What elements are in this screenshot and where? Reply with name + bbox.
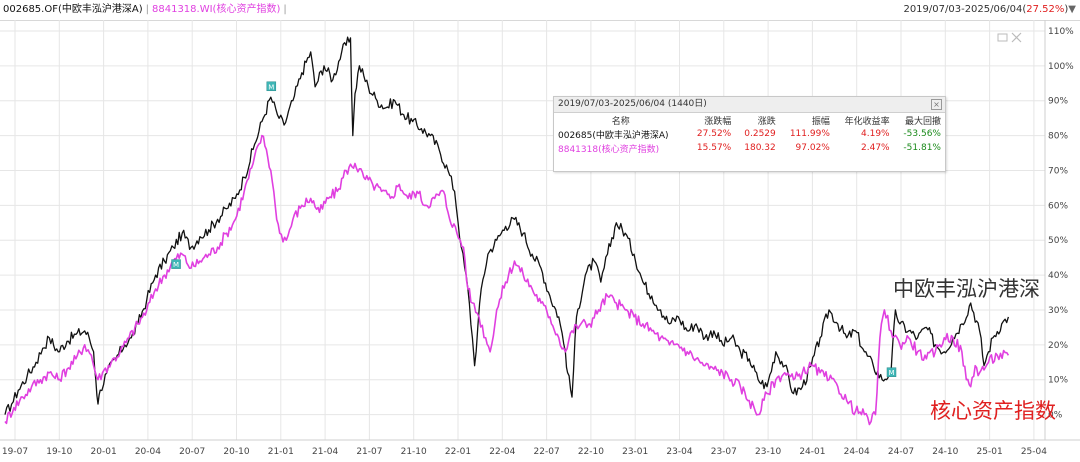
x-tick-label: 23-04 — [666, 447, 692, 457]
marker-badge-box — [266, 81, 277, 92]
line-chart[interactable]: 0% 10% 20% 30% 40% 50% 60% 70% 80% 90% 100% 110% 19… — [0, 20, 1080, 462]
col-change-pct: 涨跌幅 — [704, 116, 732, 127]
marker-badge-label: M — [888, 369, 894, 377]
row-annual-return: 2.47% — [861, 143, 890, 153]
y-axis: 0% 10% 20% 30% 40% 50% 60% 70% 80% 90% 100% 110% — [1044, 20, 1074, 440]
close-icon[interactable] — [1011, 32, 1022, 43]
y-tick-label: 10% — [1048, 376, 1068, 386]
row-max-drawdown: -51.81% — [903, 143, 941, 153]
x-tick-label: 20-07 — [179, 447, 205, 457]
date-range[interactable]: 2019/07/03-2025/06/04(27.52%)▼ — [903, 0, 1076, 20]
x-tick-label: 22-10 — [578, 447, 604, 457]
x-tick-label: 21-04 — [312, 447, 338, 457]
range-paren-close: ) — [1064, 4, 1069, 15]
x-tick-label: 23-07 — [711, 447, 737, 457]
col-name: 名称 — [611, 116, 630, 127]
stats-panel-title: 2019/07/03-2025/06/04 (1440日) — [558, 99, 707, 109]
row-change: 0.2529 — [744, 129, 776, 139]
dropdown-triangle-icon[interactable]: ▼ — [1068, 4, 1076, 15]
x-tick-label: 24-07 — [888, 447, 914, 457]
legend-separator: | — [145, 4, 149, 15]
table-row[interactable]: 8841318(核心资产指数) 15.57% 180.32 97.02% 2.4… — [554, 141, 945, 155]
y-tick-label: 20% — [1048, 341, 1068, 351]
x-tick-label: 20-01 — [91, 447, 117, 457]
y-tick-label: 0% — [1048, 411, 1063, 421]
legend-index[interactable]: 8841318.WI(核心资产指数) — [152, 4, 281, 15]
window-controls[interactable] — [997, 32, 1022, 43]
col-amplitude: 振幅 — [811, 116, 830, 127]
fund-name-annotation: 中欧丰泓沪港深 — [893, 277, 1040, 301]
x-tick-label: 24-04 — [844, 447, 870, 457]
row-annual-return: 4.19% — [861, 129, 890, 139]
x-tick-label: 22-07 — [534, 447, 560, 457]
row-name: 8841318(核心资产指数) — [558, 144, 660, 155]
x-tick-label: 22-01 — [445, 447, 471, 457]
y-tick-label: 60% — [1048, 201, 1068, 211]
row-change-pct: 27.52% — [696, 129, 732, 139]
marker-badge-label: M — [268, 83, 274, 91]
y-tick-label: 80% — [1048, 132, 1068, 142]
row-change-pct: 15.57% — [696, 143, 732, 153]
row-change: 180.32 — [744, 143, 776, 153]
y-tick-label: 90% — [1048, 97, 1068, 107]
x-tick-label: 24-10 — [932, 447, 958, 457]
marker-badge-box — [171, 259, 181, 269]
x-axis: 19-07 19-10 20-01 20-04 20-07 20-10 21-01 21-04… — [0, 439, 1080, 457]
row-max-drawdown: -53.56% — [903, 129, 941, 139]
chart-series — [4, 36, 1010, 426]
x-tick-label: 23-01 — [622, 447, 648, 457]
x-tick-label: 21-10 — [401, 447, 427, 457]
x-tick-label: 23-10 — [755, 447, 781, 457]
x-tick-label: 21-01 — [268, 447, 294, 457]
marker-badge[interactable]: M — [886, 367, 897, 378]
x-tick-label: 25-04 — [1021, 447, 1047, 457]
index-series-line[interactable] — [4, 134, 1010, 426]
marker-badge-label: M — [173, 261, 179, 269]
close-icon[interactable]: × — [931, 99, 942, 110]
marker-badge[interactable]: M — [171, 259, 181, 270]
row-amplitude: 97.02% — [795, 143, 830, 153]
index-name-annotation: 核心资产指数 — [930, 399, 1056, 423]
y-tick-label: 110% — [1048, 27, 1074, 37]
row-name: 002685(中欧丰泓沪港深A) — [558, 130, 669, 141]
x-tick-label: 20-04 — [135, 447, 161, 457]
chart-header: 002685.OF(中欧丰泓沪港深A) | 8841318.WI(核心资产指数) | … — [0, 0, 1080, 21]
range-return: 27.52% — [1026, 4, 1065, 15]
row-amplitude: 111.99% — [789, 129, 830, 139]
range-paren-open: ( — [1022, 4, 1027, 15]
legend-separator: | — [283, 4, 287, 15]
x-tick-label: 24-01 — [799, 447, 825, 457]
legend-fund[interactable]: 002685.OF(中欧丰泓沪港深A) — [3, 4, 143, 15]
y-tick-label: 70% — [1048, 166, 1068, 176]
series-legend: 002685.OF(中欧丰泓沪港深A) | 8841318.WI(核心资产指数) | — [3, 0, 290, 20]
marker-badge-box — [886, 367, 897, 377]
y-tick-label: 100% — [1048, 62, 1074, 72]
stats-panel-header: 2019/07/03-2025/06/04 (1440日) × — [554, 97, 945, 113]
chart-markers: M M M — [171, 81, 897, 378]
x-tick-label: 21-07 — [356, 447, 382, 457]
marker-badge[interactable]: M — [266, 81, 277, 92]
x-tick-label: 22-04 — [489, 447, 515, 457]
table-row[interactable]: 002685(中欧丰泓沪港深A) 27.52% 0.2529 111.99% 4… — [554, 127, 945, 141]
y-tick-label: 30% — [1048, 306, 1068, 316]
stats-table: 名称 涨跌幅 涨跌 振幅 年化收益率 最大回撤 002685(中欧丰泓沪港深A)… — [554, 113, 945, 155]
x-tick-label: 25-01 — [977, 447, 1003, 457]
fund-series-line[interactable] — [4, 36, 1010, 415]
stats-panel[interactable]: 2019/07/03-2025/06/04 (1440日) × 名称 涨跌幅 涨… — [553, 96, 946, 172]
y-tick-label: 50% — [1048, 236, 1068, 246]
col-annual-return: 年化收益率 — [844, 116, 890, 127]
col-max-drawdown: 最大回撤 — [904, 116, 941, 127]
x-tick-label: 19-07 — [2, 447, 28, 457]
x-tick-label: 19-10 — [46, 447, 72, 457]
date-range-label: 2019/07/03-2025/06/04 — [903, 4, 1023, 15]
y-tick-label: 40% — [1048, 271, 1068, 281]
x-tick-label: 20-10 — [223, 447, 249, 457]
col-change: 涨跌 — [757, 116, 776, 127]
table-header-row: 名称 涨跌幅 涨跌 振幅 年化收益率 最大回撤 — [554, 113, 945, 127]
restore-icon[interactable] — [997, 33, 1008, 42]
